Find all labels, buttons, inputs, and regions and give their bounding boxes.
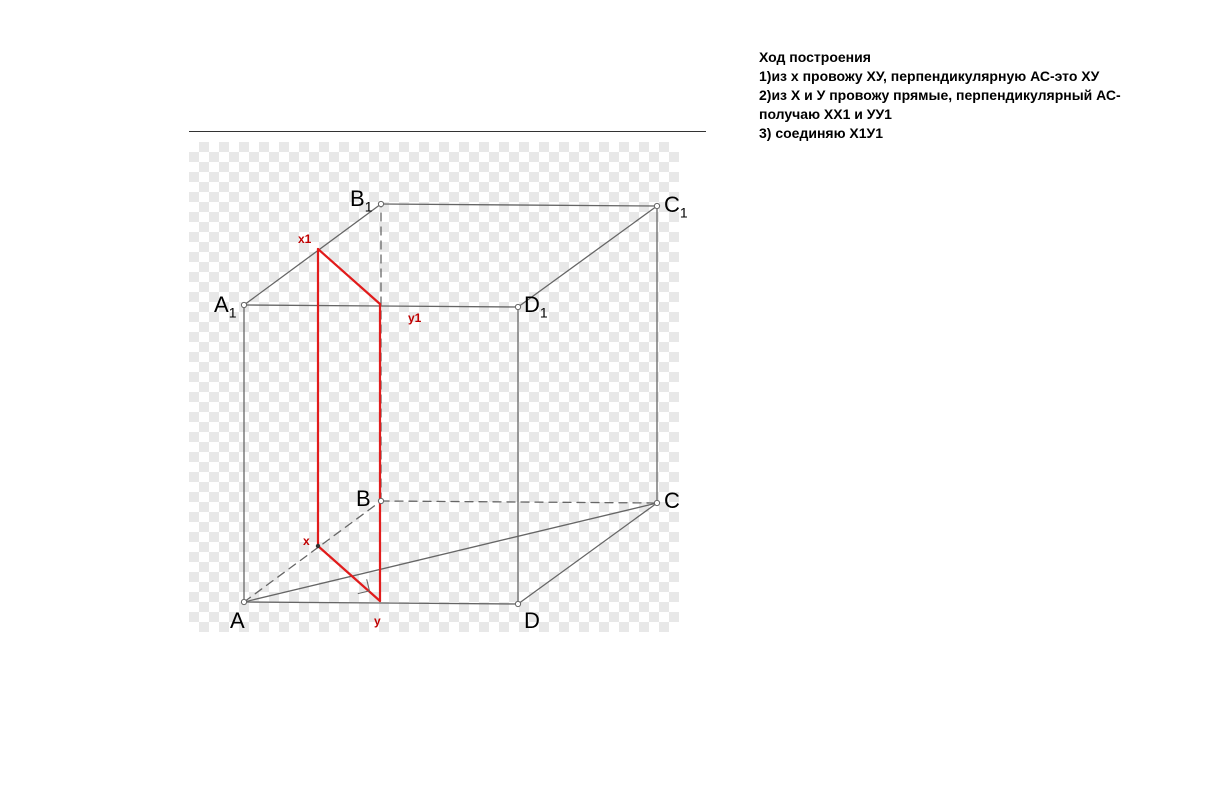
label-C: C [664, 488, 680, 514]
label-y1: у1 [408, 311, 421, 325]
instruction-line: 2)из Х и У провожу прямые, перпендикуляр… [759, 86, 1121, 105]
instruction-line: 1)из x провожу ХУ, перпендикулярную АС-э… [759, 67, 1121, 86]
construction-steps: Ход построения1)из x провожу ХУ, перпенд… [759, 48, 1121, 142]
instruction-line: 3) соединяю Х1У1 [759, 124, 1121, 143]
label-x: x [303, 534, 310, 548]
label-A1: A1 [214, 292, 236, 320]
instruction-line: получаю ХХ1 и УУ1 [759, 105, 1121, 124]
label-D: D [524, 608, 540, 634]
label-x1: x1 [298, 232, 311, 246]
label-B: B [356, 486, 371, 512]
canvas: A D C B A1 D1 C1 B1 x у x1 у1 Ход постро… [0, 0, 1206, 794]
label-A: A [230, 608, 245, 634]
label-B1: B1 [350, 186, 372, 214]
label-D1: D1 [524, 292, 548, 320]
instruction-line: Ход построения [759, 48, 1121, 67]
label-C1: C1 [664, 192, 688, 220]
label-y: у [374, 614, 381, 628]
